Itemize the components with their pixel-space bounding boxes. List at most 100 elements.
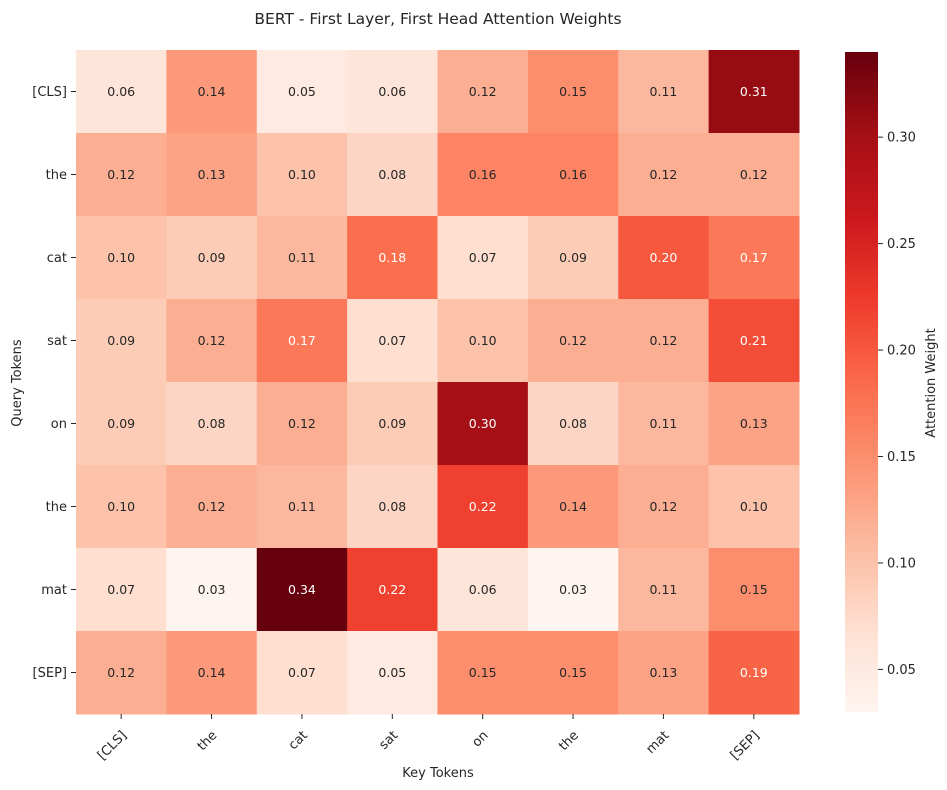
colorbar-tick-label: 0.15: [887, 450, 916, 465]
colorbar: [845, 52, 878, 712]
heatmap-cell: [347, 216, 438, 300]
cell-value-label: 0.17: [740, 250, 768, 265]
cell-value-label: 0.12: [107, 665, 135, 680]
heatmap-cell: [437, 216, 529, 300]
cell-value-label: 0.09: [107, 333, 135, 348]
y-tick-label: the: [46, 500, 67, 515]
heatmap-cell: [166, 299, 258, 383]
heatmap-cell: [618, 133, 710, 217]
x-tick-label: on: [469, 728, 491, 750]
heatmap-cell: [527, 631, 619, 715]
y-tick-label: on: [51, 417, 67, 432]
cell-value-label: 0.05: [378, 665, 406, 680]
cell-value-label: 0.12: [469, 84, 497, 99]
cell-value-label: 0.15: [559, 665, 587, 680]
heatmap-cell: [618, 548, 710, 632]
cell-value-label: 0.13: [740, 416, 768, 431]
x-tick-label: the: [195, 728, 221, 754]
cell-value-label: 0.09: [559, 250, 587, 265]
y-axis-ticks: [CLS] the cat sat on the mat [SEP]: [32, 85, 76, 681]
heatmap-cell-labels: 0.06 0.14 0.05 0.06 0.12 0.15 0.11 0.31 0.12 0.13…: [107, 84, 768, 680]
cell-value-label: 0.06: [469, 582, 497, 597]
cell-value-label: 0.07: [288, 665, 316, 680]
cell-value-label: 0.03: [198, 582, 226, 597]
heatmap-cell: [618, 299, 710, 383]
heatmap-cell: [708, 465, 800, 549]
heatmap-cell: [256, 465, 348, 549]
heatmap-cell: [527, 465, 619, 549]
cell-value-label: 0.03: [559, 582, 587, 597]
heatmap-cell: [347, 133, 438, 217]
cell-value-label: 0.22: [469, 499, 497, 514]
cell-value-label: 0.06: [107, 84, 135, 99]
heatmap-cell: [708, 631, 800, 715]
heatmap-cell: [437, 631, 529, 715]
colorbar-ticks: 0.05 0.10 0.15 0.20 0.25 0.30: [878, 131, 916, 678]
cell-value-label: 0.08: [559, 416, 587, 431]
cell-value-label: 0.15: [469, 665, 497, 680]
heatmap-cell: [256, 216, 348, 300]
heatmap-cell: [618, 50, 710, 134]
cell-value-label: 0.18: [378, 250, 406, 265]
x-tick-label: cat: [286, 728, 311, 753]
x-tick-label: the: [556, 728, 582, 754]
heatmap-cell: [76, 548, 167, 632]
heatmap-cell: [347, 382, 438, 466]
heatmap-cell: [347, 548, 438, 632]
heatmap-cell: [256, 133, 348, 217]
y-tick-label: cat: [47, 251, 67, 266]
cell-value-label: 0.08: [378, 499, 406, 514]
cell-value-label: 0.12: [559, 333, 587, 348]
cell-value-label: 0.20: [650, 250, 678, 265]
heatmap-cell: [527, 50, 619, 134]
cell-value-label: 0.16: [559, 167, 587, 182]
cell-value-label: 0.13: [198, 167, 226, 182]
heatmap-cell: [76, 299, 167, 383]
cell-value-label: 0.07: [107, 582, 135, 597]
y-tick-label: mat: [41, 583, 67, 598]
heatmap-cell: [618, 631, 710, 715]
cell-value-label: 0.21: [740, 333, 768, 348]
cell-value-label: 0.11: [288, 250, 316, 265]
cell-value-label: 0.10: [107, 250, 135, 265]
cell-value-label: 0.15: [740, 582, 768, 597]
chart-title: BERT - First Layer, First Head Attention…: [254, 10, 621, 28]
heatmap-cell: [708, 382, 800, 466]
heatmap-cell: [437, 382, 529, 466]
cell-value-label: 0.14: [198, 665, 226, 680]
cell-value-label: 0.14: [559, 499, 587, 514]
heatmap-cell: [166, 50, 258, 134]
heatmap-cell: [76, 631, 167, 715]
heatmap-cell: [437, 299, 529, 383]
heatmap-cell: [76, 50, 167, 134]
cell-value-label: 0.22: [378, 582, 406, 597]
cell-value-label: 0.17: [288, 333, 316, 348]
heatmap-cell: [527, 133, 619, 217]
cell-value-label: 0.16: [469, 167, 497, 182]
cell-value-label: 0.12: [288, 416, 316, 431]
cell-value-label: 0.13: [650, 665, 678, 680]
heatmap-cell: [708, 216, 800, 300]
colorbar-tick-label: 0.05: [887, 663, 916, 678]
heatmap-cell: [527, 382, 619, 466]
cell-value-label: 0.07: [378, 333, 406, 348]
heatmap-cell: [166, 631, 258, 715]
x-tick-label: [CLS]: [95, 728, 130, 763]
cell-value-label: 0.15: [559, 84, 587, 99]
heatmap-cell: [708, 299, 800, 383]
colorbar-label: Attention Weight: [924, 328, 939, 437]
heatmap-cell: [708, 548, 800, 632]
heatmap-cell: [527, 299, 619, 383]
cell-value-label: 0.10: [469, 333, 497, 348]
heatmap-cell: [618, 465, 710, 549]
cell-value-label: 0.12: [107, 167, 135, 182]
heatmap-cell: [437, 133, 529, 217]
x-axis-ticks: [CLS] the cat sat on the mat [SEP]: [95, 714, 763, 763]
heatmap-cell: [256, 631, 348, 715]
heatmap-cell: [347, 465, 438, 549]
heatmap-cell: [76, 382, 167, 466]
heatmap-cell: [437, 465, 529, 549]
y-axis-label: Query Tokens: [10, 339, 25, 427]
